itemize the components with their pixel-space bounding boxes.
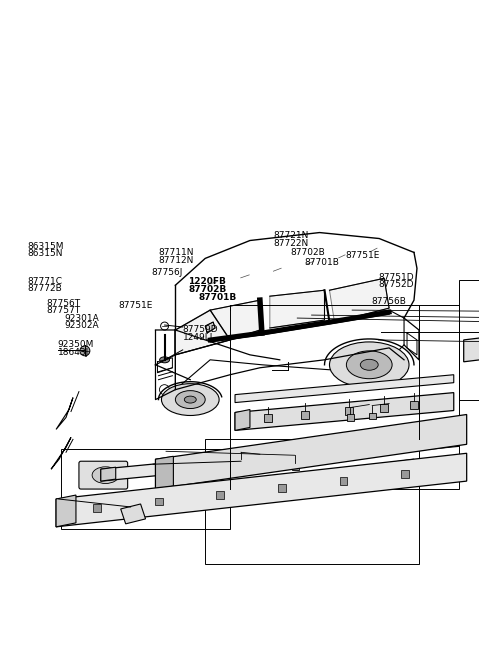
Polygon shape [175,310,404,390]
Text: 92302A: 92302A [65,321,99,331]
Text: 87759D: 87759D [183,325,218,334]
Text: 87772B: 87772B [28,284,62,293]
Polygon shape [210,300,260,340]
Polygon shape [56,398,73,430]
Ellipse shape [347,351,392,379]
Bar [369,413,376,419]
Polygon shape [270,290,324,328]
Text: 87751E: 87751E [345,251,379,260]
Bar [230,305,459,489]
Text: 1249LJ: 1249LJ [183,333,213,342]
Circle shape [80,346,90,356]
Circle shape [161,322,168,330]
Bar [155,497,163,506]
Text: 87702B: 87702B [290,249,325,257]
Bar [278,483,286,492]
Polygon shape [156,415,467,489]
Polygon shape [56,453,467,527]
Text: 86315M: 86315M [28,242,64,251]
Polygon shape [120,504,145,524]
Polygon shape [235,393,454,430]
Polygon shape [212,485,227,507]
Text: 92301A: 92301A [65,314,100,323]
Text: 87701B: 87701B [304,258,339,266]
Bar [93,504,101,512]
Ellipse shape [160,357,169,363]
Bar [348,415,354,421]
Bar [380,404,388,412]
FancyBboxPatch shape [79,461,128,489]
Text: 87711N: 87711N [159,249,194,257]
Text: 87712N: 87712N [159,256,194,265]
Polygon shape [235,409,250,430]
Text: 87756T: 87756T [47,298,81,308]
Text: 87751D: 87751D [378,272,414,281]
Text: 87757T: 87757T [47,306,81,316]
Bar [61,449,230,529]
Text: 87702B: 87702B [189,285,227,294]
Polygon shape [329,278,389,322]
Bar [205,440,419,564]
Text: 87756J: 87756J [152,268,183,277]
Text: 1220FB: 1220FB [189,277,227,286]
Ellipse shape [329,342,409,388]
Text: 87752D: 87752D [378,280,414,289]
Circle shape [159,384,169,395]
Ellipse shape [92,467,119,483]
Polygon shape [156,457,173,489]
Polygon shape [101,434,459,481]
Text: 92350M: 92350M [58,340,94,349]
Bar [459,280,480,400]
Ellipse shape [360,359,378,370]
Bar [216,491,224,499]
Polygon shape [56,495,76,527]
Text: 87771C: 87771C [28,277,62,285]
Text: 87701B: 87701B [198,293,236,302]
Polygon shape [212,459,414,507]
Bar [401,470,409,478]
Text: 87756B: 87756B [371,297,406,306]
Bar [301,411,309,419]
Ellipse shape [161,384,219,415]
Polygon shape [101,467,116,481]
Polygon shape [235,375,454,403]
Bar [237,451,245,459]
Bar [339,477,348,485]
Text: 87722N: 87722N [274,239,309,249]
Polygon shape [205,322,215,333]
Bar [345,407,353,415]
Bar [410,401,419,409]
Text: 87721N: 87721N [274,232,309,241]
Text: 87751E: 87751E [118,300,153,310]
Polygon shape [464,318,480,362]
Polygon shape [175,310,230,355]
Text: 86315N: 86315N [28,249,63,258]
Polygon shape [51,438,71,469]
Text: 18643J: 18643J [58,348,89,357]
Ellipse shape [175,390,205,409]
Bar [292,463,299,470]
Bar [264,415,272,422]
Ellipse shape [184,396,196,403]
